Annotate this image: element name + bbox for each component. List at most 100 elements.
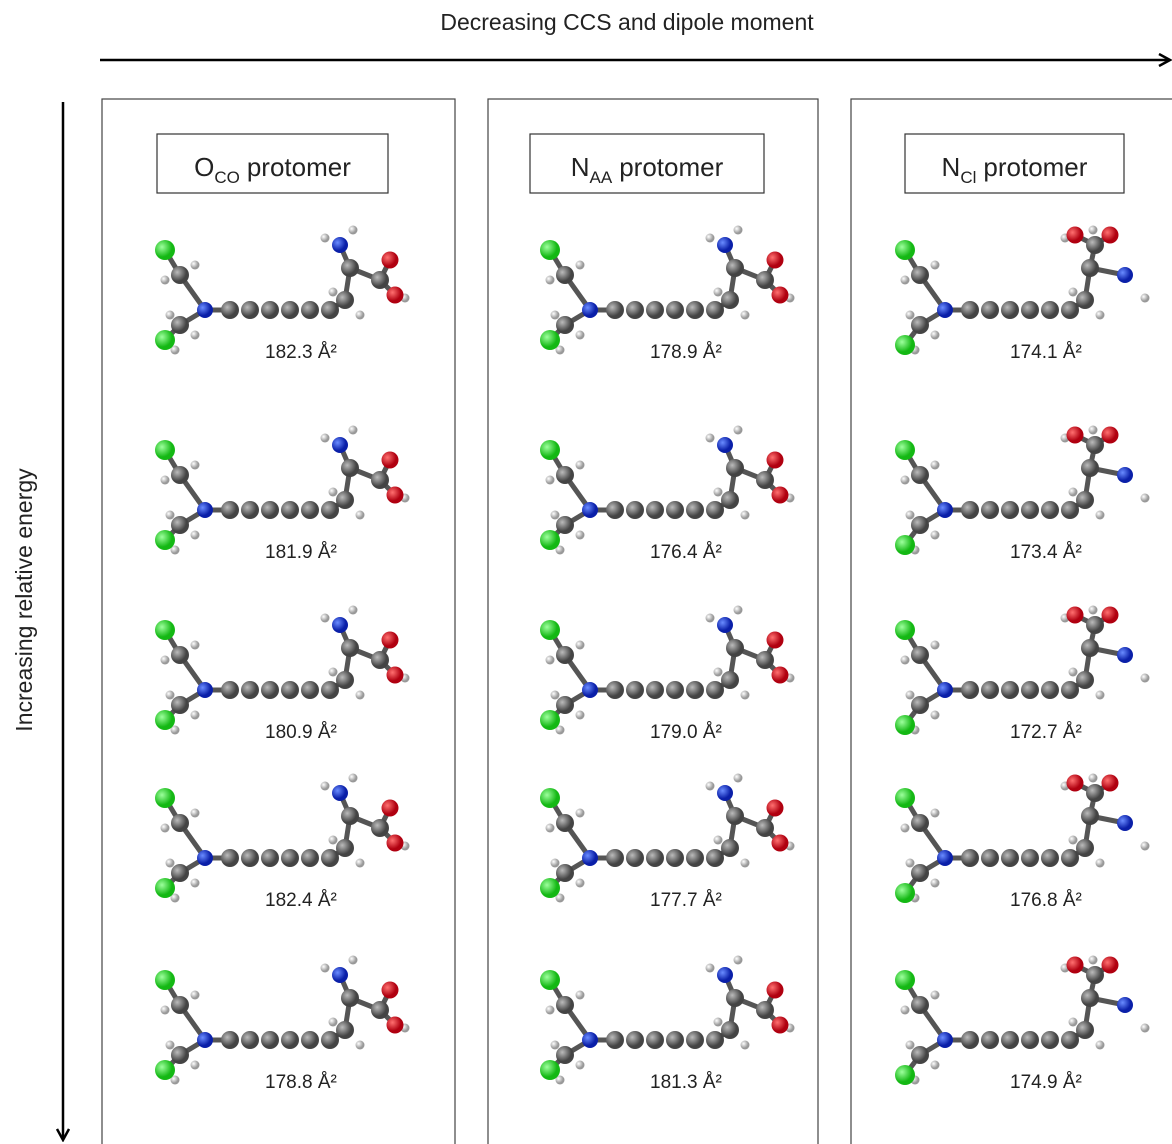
atom [771,486,789,504]
molecule [895,225,1150,355]
atom [1140,1023,1150,1033]
atom [1081,459,1099,477]
atom [930,260,940,270]
atom [717,437,733,453]
atom [556,814,574,832]
molecule [895,773,1150,903]
atom [713,487,723,497]
atom [321,681,339,699]
atom [666,501,684,519]
atom [606,849,624,867]
atom [190,460,200,470]
atom [190,260,200,270]
atom [646,681,664,699]
atom [336,839,354,857]
atom [961,681,979,699]
atom [733,605,743,615]
molecule [155,605,410,735]
atom [911,1046,929,1064]
atom [190,808,200,818]
atom [355,690,365,700]
atom [171,1046,189,1064]
atom [341,639,359,657]
ccs-label: 182.4 Å² [265,890,337,911]
atom [556,996,574,1014]
atom [740,310,750,320]
atom [713,287,723,297]
molecule [895,955,1150,1085]
header-box [529,133,765,194]
atom [717,785,733,801]
atom [171,646,189,664]
atom [1041,849,1059,867]
atom [556,316,574,334]
atom [221,681,239,699]
atom [606,1031,624,1049]
atom [386,666,404,684]
atom [1117,267,1133,283]
atom [165,858,175,868]
atom [575,878,585,888]
atom [1066,606,1084,624]
atom [550,310,560,320]
atom [336,1021,354,1039]
atom [740,690,750,700]
atom [717,967,733,983]
atom [540,788,560,808]
atom [666,1031,684,1049]
atom [1021,681,1039,699]
atom [756,271,774,289]
atom [190,530,200,540]
atom [556,646,574,664]
atom [328,667,338,677]
atom [900,475,910,485]
atom [905,510,915,520]
atom [686,301,704,319]
atom [1101,774,1119,792]
atom [1086,966,1104,984]
atom [348,773,358,783]
molecule [895,605,1150,735]
atom [1021,501,1039,519]
atom [705,963,715,973]
atom [666,849,684,867]
atom [911,996,929,1014]
atom [1001,501,1019,519]
atom [706,501,724,519]
atom [911,814,929,832]
atom [1061,501,1079,519]
atom [221,849,239,867]
atom [555,893,565,903]
atom [221,1031,239,1049]
molecule [540,425,795,555]
atom [190,640,200,650]
atom [1086,236,1104,254]
atom [1076,291,1094,309]
atom [550,1040,560,1050]
atom [771,286,789,304]
ccs-label: 176.8 Å² [1010,890,1082,911]
atom [320,233,330,243]
atom [1088,773,1098,783]
atom [281,501,299,519]
atom [371,651,389,669]
atom [190,990,200,1000]
atom [355,1040,365,1050]
atom [575,460,585,470]
atom [556,466,574,484]
atom [261,681,279,699]
atom [626,681,644,699]
atom [895,883,915,903]
atom [545,823,555,833]
atom [582,502,598,518]
atom [900,655,910,665]
atom [1001,849,1019,867]
atom [726,989,744,1007]
header: OCO protomer [194,152,351,187]
atom [155,970,175,990]
atom [1076,1021,1094,1039]
atom [930,460,940,470]
atom [301,681,319,699]
ccs-label: 178.9 Å² [650,342,722,363]
